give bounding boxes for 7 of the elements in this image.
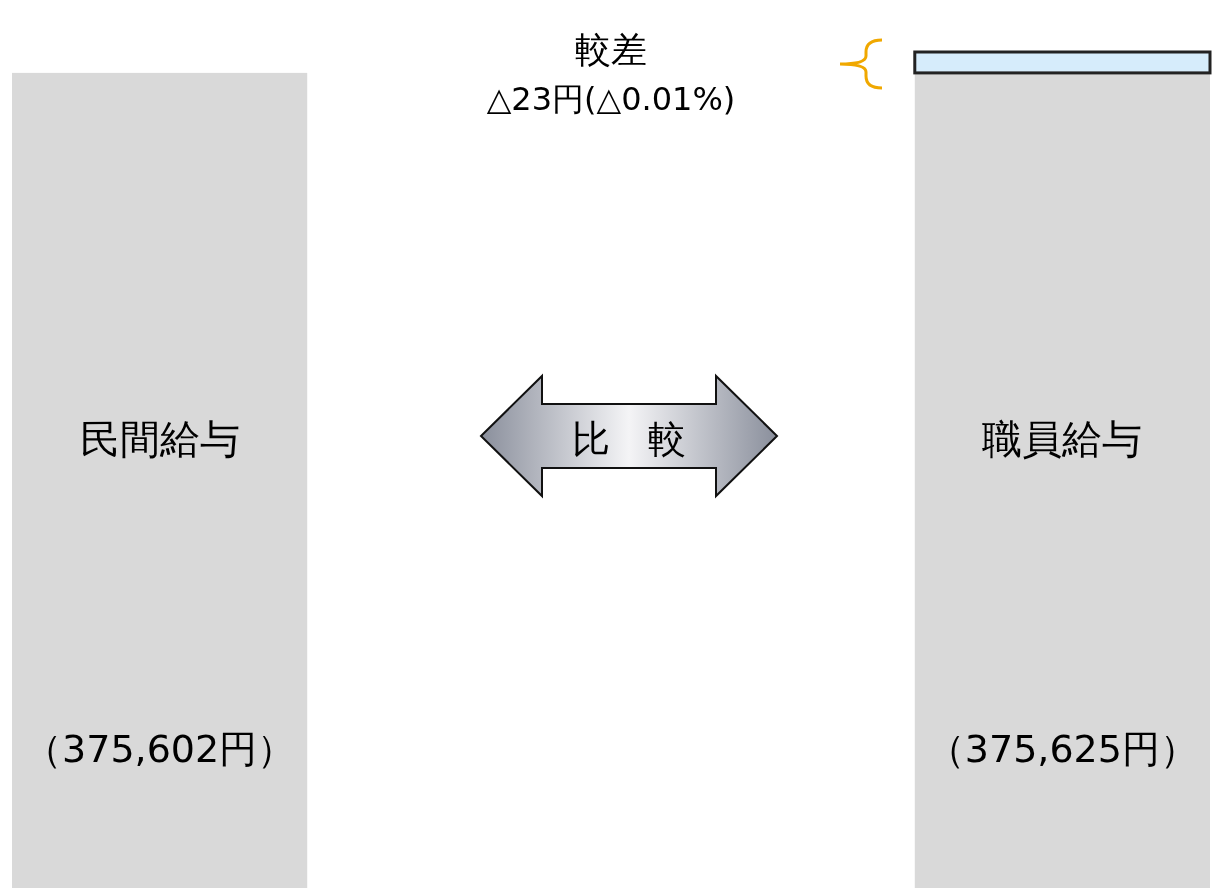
annotation: △23円(△0.01%) — [486, 80, 736, 118]
x-tick-label: 職員給与 — [982, 416, 1143, 462]
annotation: 比 較 — [572, 417, 686, 461]
x-tick-label: 民間給与 — [79, 416, 240, 462]
annotation: 較差 — [575, 29, 647, 70]
annotation: （375,625円） — [926, 727, 1198, 771]
annotation: （375,602円） — [24, 727, 296, 771]
